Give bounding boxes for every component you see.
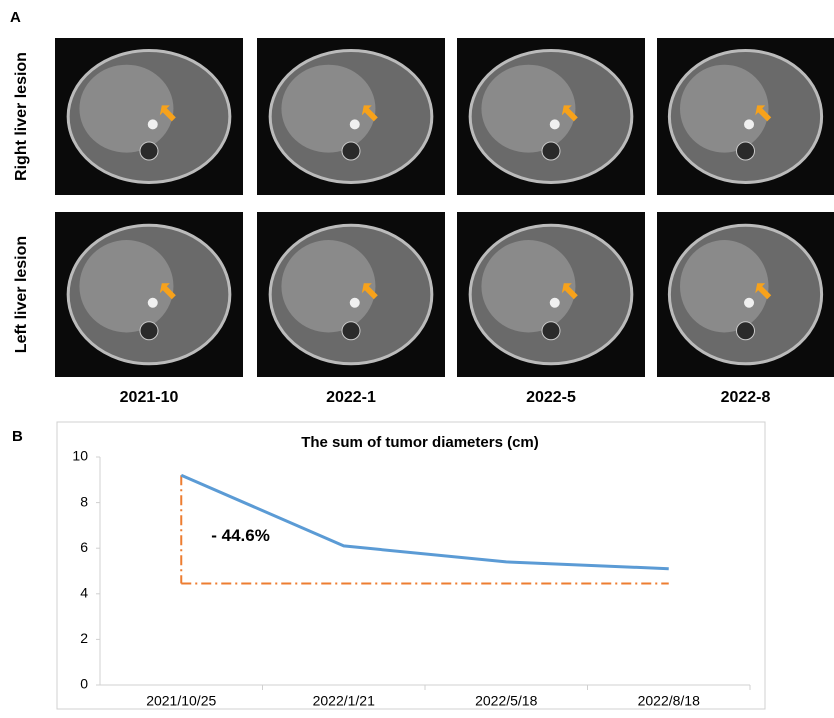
x-tick-label: 2022/1/21 bbox=[313, 693, 375, 709]
x-tick-label: 2022/8/18 bbox=[638, 693, 700, 709]
mri-liver bbox=[79, 240, 173, 332]
mri-spine bbox=[542, 322, 560, 340]
mri-spine bbox=[342, 322, 360, 340]
mri-aorta bbox=[350, 119, 360, 129]
row-label: Right liver lesion bbox=[13, 52, 30, 181]
column-label: 2022-5 bbox=[526, 389, 576, 406]
mri-liver bbox=[481, 240, 575, 332]
column-label: 2021-10 bbox=[120, 389, 179, 406]
panel-label: A bbox=[10, 9, 21, 26]
panel-label: B bbox=[12, 428, 23, 445]
column-label: 2022-8 bbox=[721, 389, 771, 406]
mri-spine bbox=[140, 142, 158, 160]
row-label: Left liver lesion bbox=[13, 236, 30, 353]
y-tick-label: 8 bbox=[80, 493, 88, 509]
mri-spine bbox=[737, 142, 755, 160]
mri-liver bbox=[281, 240, 375, 332]
mri-spine bbox=[737, 322, 755, 340]
y-tick-label: 2 bbox=[80, 630, 88, 646]
mri-aorta bbox=[744, 298, 754, 308]
x-tick-label: 2021/10/25 bbox=[146, 693, 216, 709]
y-tick-label: 4 bbox=[80, 585, 88, 601]
figure: A B The sum of tumor diameters (cm) Righ… bbox=[0, 0, 834, 713]
mri-spine bbox=[140, 322, 158, 340]
y-tick-label: 0 bbox=[80, 676, 88, 692]
mri-spine bbox=[542, 142, 560, 160]
mri-liver bbox=[680, 65, 769, 153]
mri-aorta bbox=[148, 298, 158, 308]
chart-frame bbox=[57, 422, 765, 709]
annotation: - 44.6% bbox=[211, 526, 270, 545]
column-label: 2022-1 bbox=[326, 389, 376, 406]
y-tick-label: 6 bbox=[80, 539, 88, 555]
mri-spine bbox=[342, 142, 360, 160]
mri-liver bbox=[281, 65, 375, 153]
mri-aorta bbox=[744, 119, 754, 129]
mri-aorta bbox=[550, 298, 560, 308]
mri-aorta bbox=[148, 119, 158, 129]
mri-liver bbox=[79, 65, 173, 153]
x-tick-label: 2022/5/18 bbox=[475, 693, 537, 709]
mri-liver bbox=[680, 240, 769, 332]
chart-title: The sum of tumor diameters (cm) bbox=[301, 434, 539, 451]
mri-aorta bbox=[550, 119, 560, 129]
y-tick-label: 10 bbox=[72, 448, 88, 464]
mri-liver bbox=[481, 65, 575, 153]
mri-aorta bbox=[350, 298, 360, 308]
